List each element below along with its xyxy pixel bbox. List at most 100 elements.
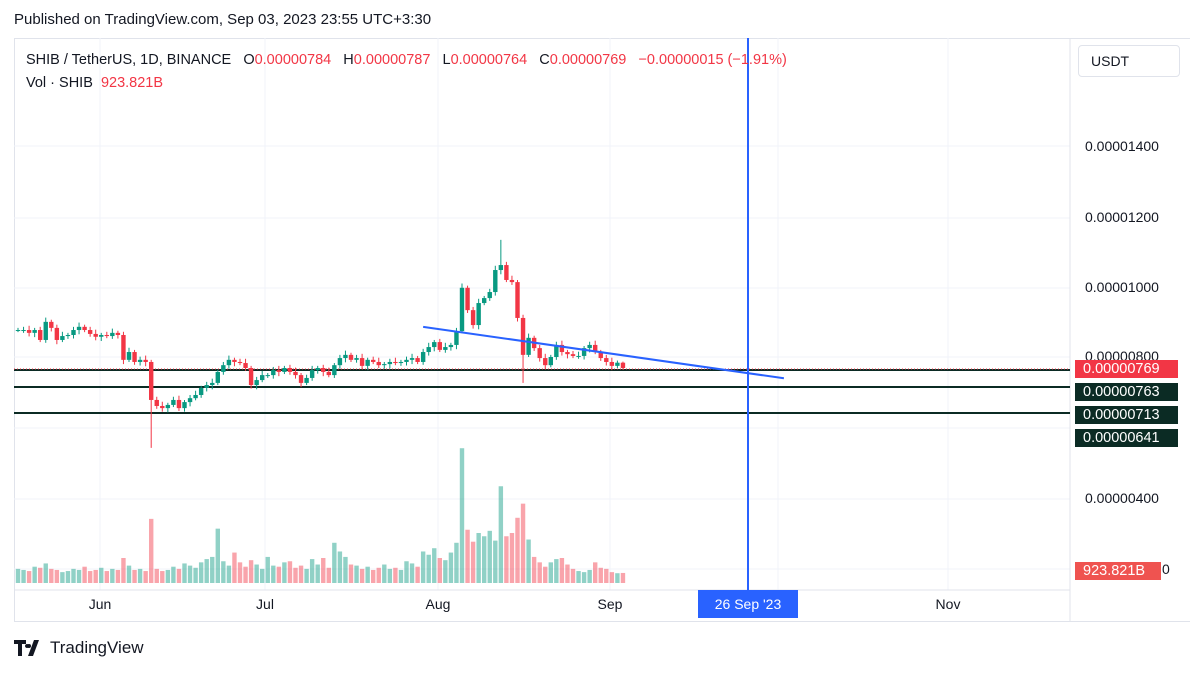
candle-body: [576, 355, 581, 357]
tradingview-logo[interactable]: TradingView: [14, 638, 144, 658]
candle-body: [315, 368, 320, 371]
volume-bar: [204, 559, 209, 583]
candle-body: [348, 354, 354, 360]
volume-bar: [565, 564, 570, 583]
volume-bar: [581, 572, 587, 583]
candle-body: [15, 330, 21, 332]
candle-body: [54, 327, 60, 340]
chart-frame[interactable]: [14, 38, 1190, 622]
candle-body: [187, 398, 193, 403]
volume-bar: [171, 566, 176, 583]
candle-body: [137, 359, 143, 362]
candle-body: [620, 362, 626, 369]
candle-body: [609, 361, 615, 366]
volume-bar: [287, 561, 293, 583]
time-tick: Aug: [425, 596, 451, 612]
volume-bar: [309, 559, 315, 583]
candle-body: [282, 368, 287, 372]
candle-body: [470, 310, 476, 326]
candle-body: [232, 359, 237, 362]
high-label: H: [343, 52, 354, 68]
candle-body: [615, 362, 620, 366]
candle-body: [409, 358, 415, 360]
volume-bar: [354, 565, 359, 583]
volume-bar: [243, 566, 248, 583]
candle-body: [432, 342, 437, 348]
candle-body: [326, 371, 331, 376]
time-tick: Sep: [597, 596, 623, 612]
candle-body: [520, 317, 526, 355]
currency-button[interactable]: USDT: [1078, 45, 1180, 77]
volume-bar: [493, 540, 498, 583]
candle-body: [293, 371, 298, 376]
volume-bar: [210, 556, 215, 583]
candle-body: [515, 282, 520, 318]
candle-body: [476, 303, 481, 326]
volume-bar: [276, 566, 282, 583]
volume-label[interactable]: Vol · SHIB: [26, 75, 93, 91]
volume-bar: [60, 572, 65, 583]
candle-body: [38, 330, 43, 340]
candle-body: [443, 347, 448, 350]
candle-body: [154, 399, 159, 406]
high-value: 0.00000787: [353, 52, 431, 68]
candle-body: [298, 375, 304, 383]
candle-body: [71, 330, 76, 335]
volume-bar: [515, 517, 520, 583]
volume-bar: [298, 565, 304, 583]
candle-body: [287, 368, 293, 372]
volume-bar: [504, 536, 509, 583]
volume-bar: [348, 564, 354, 583]
candle-body: [398, 361, 404, 364]
volume-bar: [221, 561, 226, 583]
volume-bar: [293, 567, 298, 583]
candle-body: [265, 375, 270, 377]
candle-body: [204, 385, 209, 388]
volume-bar: [520, 503, 526, 583]
volume-bar: [15, 568, 21, 583]
volume-bar: [587, 569, 592, 583]
candle-body: [276, 370, 282, 372]
candle-body: [210, 382, 215, 386]
volume-bar: [187, 565, 193, 583]
volume-bar: [620, 572, 626, 583]
volume-bar: [126, 565, 132, 583]
volume-bar: [426, 554, 431, 583]
volume-bar: [454, 542, 459, 583]
candle-body: [49, 321, 54, 328]
volume-bar: [615, 573, 620, 583]
volume-bar: [304, 568, 309, 583]
candle-body: [115, 332, 121, 335]
open-value: 0.00000784: [254, 52, 332, 68]
symbol-title[interactable]: SHIB / TetherUS, 1D, BINANCE: [26, 52, 232, 68]
volume-bar: [332, 542, 337, 583]
candle-body: [110, 332, 115, 337]
level-price-label: 0.00000641: [1075, 429, 1178, 447]
volume-value: 923.821B: [100, 75, 164, 91]
volume-bar: [415, 566, 420, 583]
candle-body: [165, 404, 171, 409]
candle-body: [415, 358, 420, 362]
candle-body: [459, 287, 465, 332]
candle-body: [160, 405, 165, 409]
candle-body: [559, 344, 565, 353]
volume-bar: [49, 568, 54, 583]
candle-body: [304, 377, 309, 383]
candle-body: [371, 359, 376, 362]
candle-body: [343, 354, 348, 359]
volume-bar: [115, 569, 121, 583]
candle-body: [221, 365, 226, 372]
volume-bar: [609, 572, 615, 583]
candle-body: [332, 365, 337, 376]
volume-bar: [470, 541, 476, 583]
volume-bar: [459, 448, 465, 583]
volume-bar: [21, 569, 26, 583]
candle-body: [454, 331, 459, 345]
candle-body: [604, 358, 609, 362]
change-value: −0.00000015 (−1.91%): [638, 52, 787, 68]
volume-bar: [476, 533, 481, 583]
candle-body: [309, 370, 315, 378]
volume-bar: [548, 562, 553, 583]
volume-bar: [43, 563, 48, 583]
